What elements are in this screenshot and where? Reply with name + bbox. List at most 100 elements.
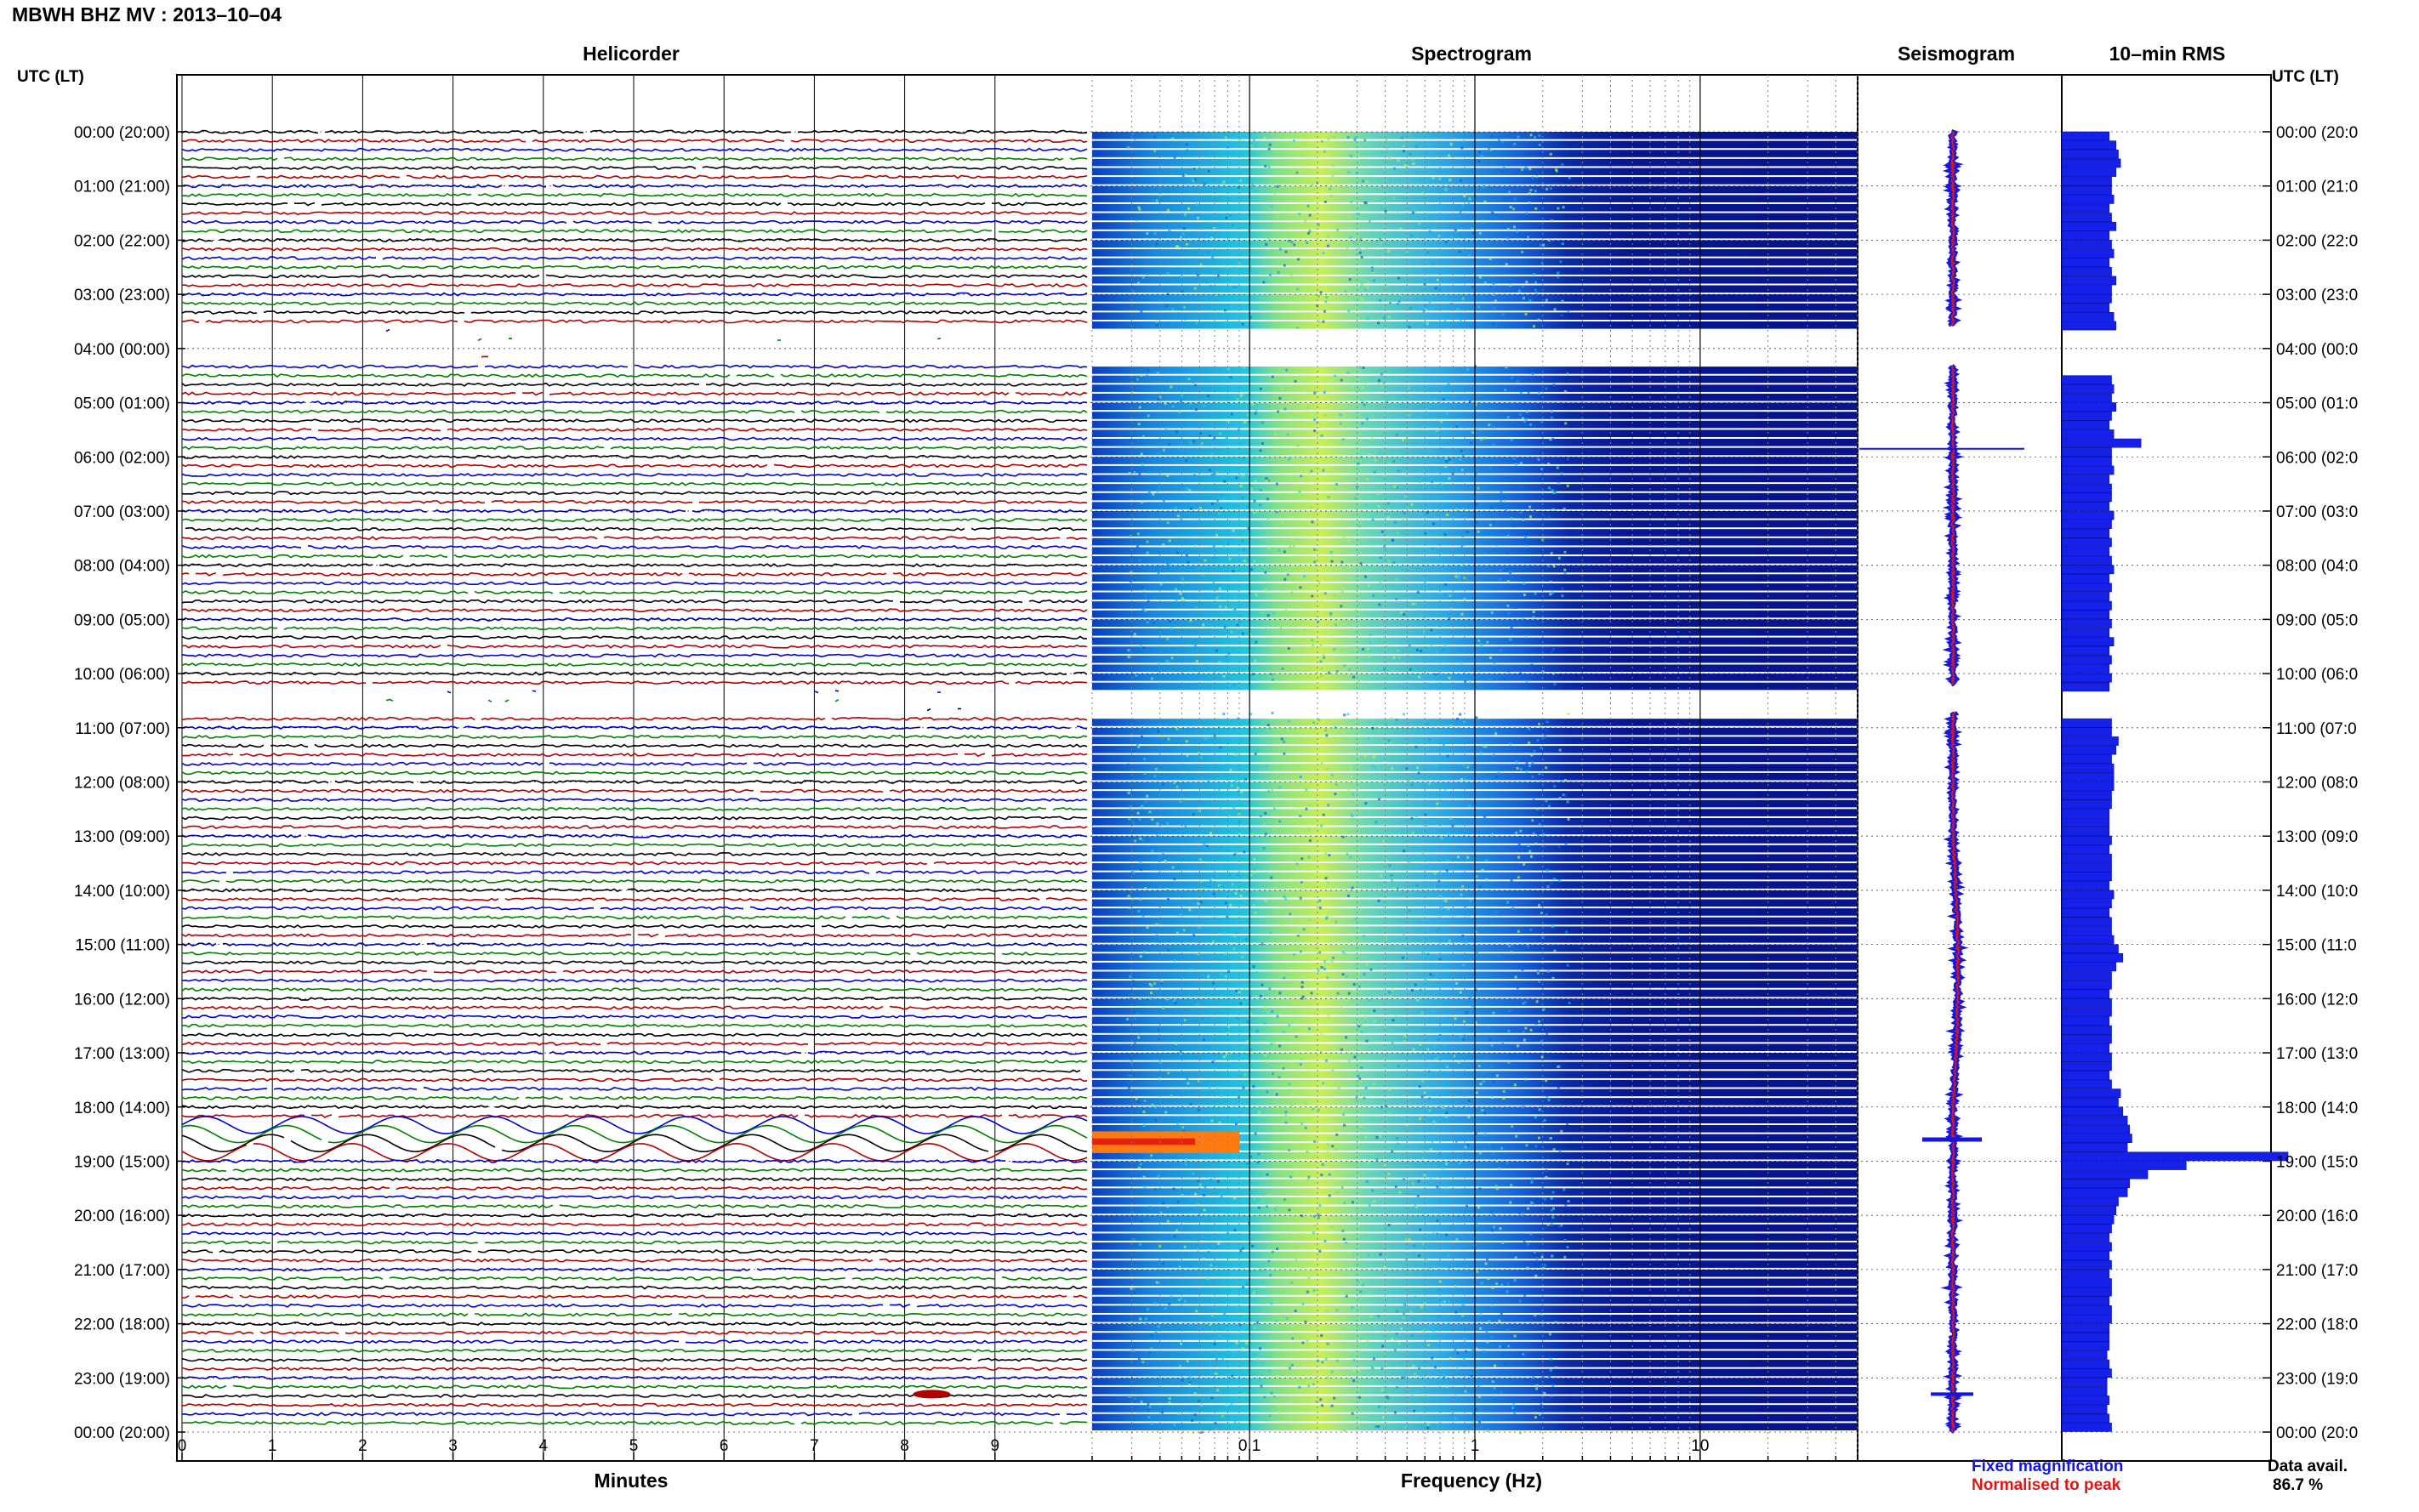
spectrogram-speck [1209, 1322, 1212, 1326]
spectrogram-speck [1454, 1394, 1457, 1397]
spectrogram-speck [1179, 1049, 1182, 1053]
spectrogram-speck [1211, 503, 1215, 506]
spectrogram-speck [1135, 219, 1138, 223]
spectrogram-speck [1308, 839, 1312, 843]
rms-bar [2061, 592, 2110, 601]
spectrogram-speck [1445, 1385, 1449, 1389]
spectrogram-speck [1490, 1065, 1494, 1068]
spectrogram-speck [1350, 776, 1353, 779]
spectrogram-speck [1512, 225, 1516, 229]
spectrogram-speck [1370, 436, 1374, 440]
spectrogram-speck [1210, 457, 1214, 460]
spectrogram-speck [1405, 1124, 1409, 1128]
spectrogram-speck [1288, 1149, 1291, 1152]
spectrogram-speck [1352, 1358, 1356, 1361]
spectrogram-speck [1128, 1395, 1131, 1398]
spectrogram-speck [1436, 555, 1439, 559]
spectrogram-speck [1533, 749, 1536, 753]
spectrogram-speck [1522, 518, 1525, 521]
rms-bar [2061, 168, 2117, 177]
spectrogram-speck [1285, 368, 1289, 372]
spectrogram-speck [1367, 647, 1370, 651]
spectrogram-speck [1202, 887, 1205, 890]
spectrogram-speck [1311, 1282, 1314, 1286]
spectrogram-speck [1150, 984, 1153, 987]
spectrogram-speck [1416, 998, 1420, 1002]
rms-bar [2061, 565, 2114, 575]
spectrogram-speck [1232, 1026, 1236, 1029]
spectrogram-speck [1326, 1376, 1329, 1379]
spectrogram-speck [1192, 440, 1196, 443]
spectrogram-speck [1170, 640, 1173, 644]
spectrogram-speck [1525, 770, 1528, 773]
spectrogram-speck [1551, 1216, 1555, 1219]
right-time-label: 06:00 (02:0 [2276, 449, 2358, 467]
spectrogram-speck [1174, 650, 1177, 653]
spectrogram-speck [1533, 273, 1536, 276]
spectrogram-speck [1147, 1402, 1150, 1406]
spectrogram-speck [1146, 272, 1149, 276]
spectrogram-speck [1273, 193, 1277, 196]
spectrogram-speck [1231, 784, 1234, 787]
spectrogram-speck [1500, 649, 1503, 652]
spectrogram-speck [1532, 1376, 1535, 1379]
spectrogram-speck [1229, 376, 1232, 379]
spectrogram-speck [1143, 1099, 1147, 1102]
spectrogram-speck [1497, 954, 1500, 958]
spectrogram-speck [1534, 842, 1538, 845]
rms-bar [2061, 276, 2117, 286]
spectrogram-speck [1513, 1411, 1517, 1414]
spectrogram-speck [1155, 595, 1158, 599]
spectrogram-speck [1356, 728, 1359, 731]
spectrogram-speck [1420, 1011, 1424, 1015]
spectrogram-speck [1322, 1082, 1325, 1085]
spectrogram-speck [1188, 1375, 1192, 1378]
spectrogram-speck [1131, 897, 1135, 901]
spectrogram-speck [1526, 1266, 1529, 1270]
spectrogram-speck [1499, 1344, 1502, 1348]
spectrogram-speck [1540, 1255, 1544, 1259]
spectrogram-speck [1225, 436, 1228, 440]
spectrogram-speck [1154, 1118, 1158, 1122]
spectrogram-speck [1348, 566, 1352, 569]
spectrogram-speck [1551, 651, 1554, 654]
helicorder-trace [181, 626, 1087, 631]
spectrogram-speck [1541, 1009, 1545, 1012]
spectrogram-speck [1325, 216, 1329, 219]
spectrogram-speck [1265, 764, 1268, 767]
spectrogram-speck [1511, 907, 1515, 910]
spectrogram-speck [1415, 648, 1419, 651]
spectrogram-speck [1231, 608, 1234, 611]
spectrogram-speck [1210, 878, 1214, 881]
spectrogram-speck [1558, 1150, 1562, 1153]
spectrogram-speck [1244, 777, 1247, 781]
spectrogram-speck [1299, 950, 1302, 953]
spectrogram-speck [1210, 1396, 1214, 1400]
spectrogram-speck [1278, 1044, 1282, 1048]
spectrogram-speck [1455, 508, 1459, 511]
spectrogram-speck [1175, 931, 1179, 935]
spectrogram-speck [1517, 855, 1521, 859]
spectrogram-speck [1139, 861, 1142, 864]
spectrogram-speck [1347, 992, 1351, 995]
spectrogram-speck [1532, 799, 1535, 802]
spectrogram-speck [1462, 1357, 1466, 1361]
spectrogram-speck [1293, 243, 1296, 247]
rms-bar [2061, 1314, 2112, 1324]
spectrogram-speck [1224, 605, 1227, 609]
spectrogram-speck [1428, 738, 1431, 742]
spectrogram-speck [1492, 520, 1495, 524]
spectrogram-speck [1466, 765, 1470, 769]
spectrogram-speck [1372, 868, 1375, 872]
spectrogram-speck [1307, 231, 1311, 235]
spectrogram-speck [1358, 1368, 1362, 1372]
spectrogram-speck [1510, 1054, 1513, 1057]
spectrogram-speck [1208, 434, 1211, 437]
spectrogram-speck [1289, 273, 1293, 276]
spectrogram-speck [1446, 1066, 1449, 1069]
spectrogram-speck [1297, 258, 1301, 261]
spectrogram-speck [1158, 1060, 1162, 1064]
right-time-label: 16:00 (12:0 [2276, 991, 2358, 1009]
spectrogram-speck [1202, 1193, 1205, 1197]
spectrogram-speck [1335, 482, 1338, 486]
